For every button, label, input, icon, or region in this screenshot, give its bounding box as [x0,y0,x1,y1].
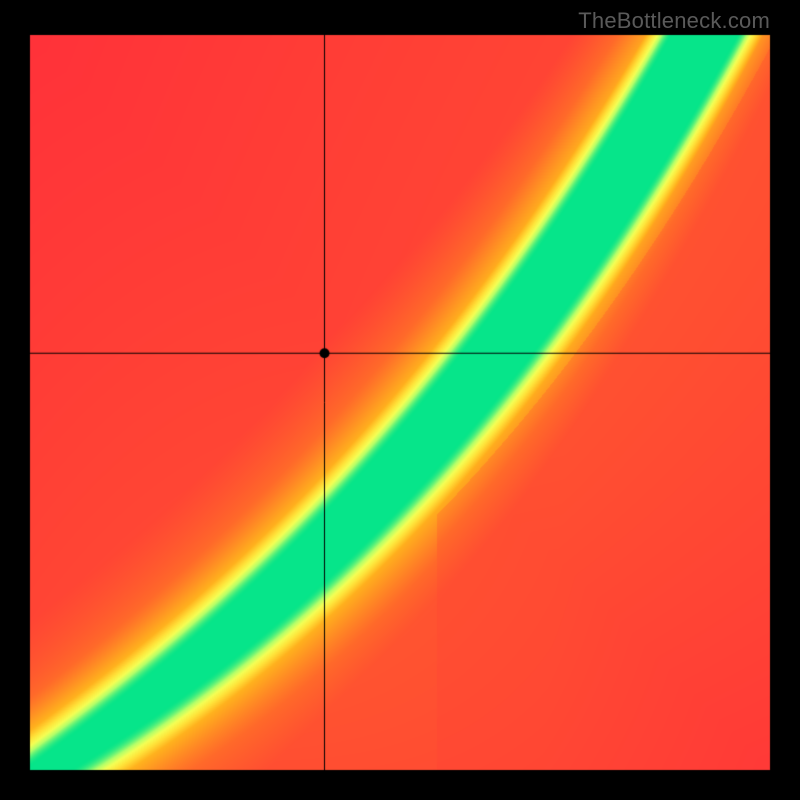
bottleneck-heatmap [0,0,800,800]
chart-frame: { "watermark": "TheBottleneck.com", "hea… [0,0,800,800]
watermark-text: TheBottleneck.com [578,8,770,34]
